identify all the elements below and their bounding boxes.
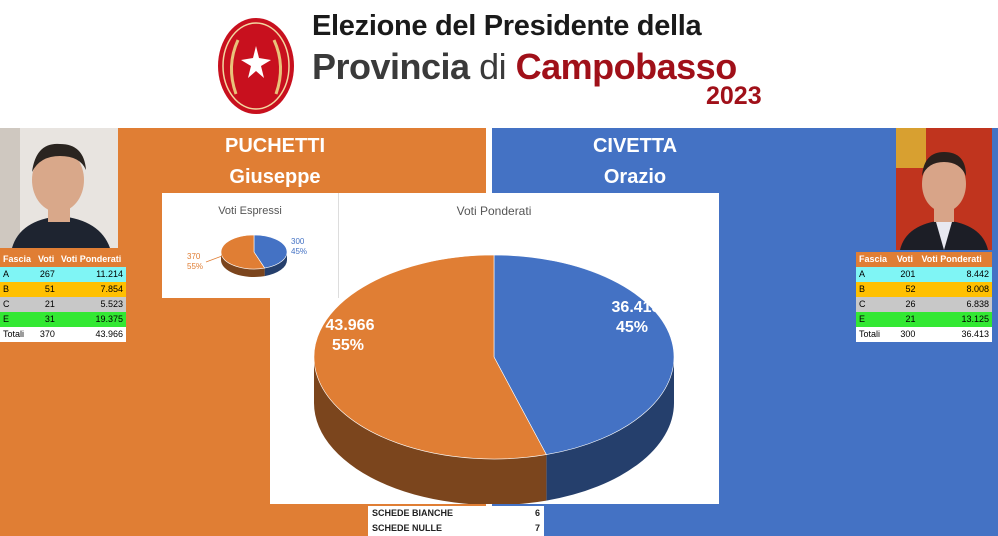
chart-voti-ponderati: Voti Ponderati 36.413 45% 43.966 55% (270, 193, 719, 506)
schede-label: SCHEDE NULLE (372, 523, 443, 533)
table-cell: A (0, 267, 35, 282)
chart-title: Voti Espressi (218, 205, 282, 217)
table-row: A 267 11.214 (0, 267, 126, 282)
table-cell: Totali (0, 327, 35, 342)
slice-label-percent-civetta: 45% (616, 319, 648, 336)
table-cell: 5.523 (57, 297, 126, 312)
candidate-left-firstname: Giuseppe (229, 166, 321, 188)
table-cell: 8.008 (918, 282, 992, 297)
title-campobasso: Campobasso (515, 46, 738, 87)
table-cell: 13.125 (918, 312, 992, 327)
pie-slice-civetta-side (264, 252, 287, 277)
table-cell: B (856, 282, 894, 297)
table-header: Voti Ponderati (918, 252, 992, 267)
pie-slice-civetta (253, 234, 288, 269)
table-cell: E (0, 312, 35, 327)
table-cell: C (856, 297, 894, 312)
title-line-1: Elezione del Presidente della (312, 10, 702, 42)
table-cell: A (856, 267, 894, 282)
table-cell: 8.442 (918, 267, 992, 282)
table-row: E 21 13.125 (856, 312, 992, 327)
table-cell: 43.966 (57, 327, 126, 342)
province-emblem-logo (218, 18, 294, 114)
leader-line-puchetti (205, 255, 223, 263)
header: Elezione del Presidente della Provincia … (0, 0, 998, 128)
table-header: Fascia (0, 252, 35, 267)
table-cell: Totali (856, 327, 894, 342)
candidate-right-firstname: Orazio (603, 166, 667, 188)
slice-label-percent-civetta: 45% (291, 247, 307, 256)
slice-label-percent-puchetti: 55% (332, 337, 364, 354)
table-cell: 21 (34, 297, 58, 312)
table-cell: 267 (34, 267, 58, 282)
slice-label-value-puchetti: 43.966 (326, 317, 375, 334)
schede-value: 7 (534, 523, 540, 533)
pie-slice-puchetti-side (314, 357, 547, 506)
table-row: B 51 7.854 (0, 282, 126, 297)
table-cell: 6.838 (918, 297, 992, 312)
title-year: 2023 (706, 82, 762, 110)
slice-label-value-puchetti: 370 (187, 252, 201, 261)
table-header: Voti (893, 252, 919, 267)
table-cell: 31 (34, 312, 58, 327)
table-header: Fascia (856, 252, 894, 267)
table-cell: 52 (893, 282, 919, 297)
table-cell: 370 (34, 327, 58, 342)
table-row-totals: Totali 300 36.413 (856, 327, 992, 342)
table-cell: 51 (34, 282, 58, 297)
table-row: B 52 8.008 (856, 282, 992, 297)
schede-value: 6 (534, 508, 540, 518)
table-cell: 36.413 (918, 327, 992, 342)
table-cell: 26 (893, 297, 919, 312)
pie-slice-puchetti-side (221, 252, 265, 277)
title-provincia: Provincia (312, 46, 470, 87)
table-cell: 201 (893, 267, 919, 282)
table-cell: 19.375 (57, 312, 126, 327)
table-cell: 300 (893, 327, 919, 342)
pie-slice-civetta-side (546, 357, 674, 501)
table-cell: E (856, 312, 894, 327)
table-header: Voti Ponderati (57, 252, 126, 267)
candidate-left-surname: PUCHETTI (225, 135, 325, 157)
table-row: A 201 8.442 (856, 267, 992, 282)
table-row-totals: Totali 370 43.966 (0, 327, 126, 342)
candidate-photo-puchetti (0, 128, 118, 248)
title-di: di (479, 46, 507, 87)
schede-label: SCHEDE BIANCHE (372, 508, 454, 518)
schede-box: SCHEDE BIANCHE 6 SCHEDE NULLE 7 (368, 506, 544, 536)
pie-slice-puchetti (313, 254, 547, 460)
schede-row-nulle: SCHEDE NULLE 7 (368, 521, 544, 536)
table-cell: C (0, 297, 35, 312)
chart-title: Voti Ponderati (457, 204, 532, 218)
chart-voti-espressi: Voti Espressi 300 45% 370 55% (162, 193, 339, 298)
pie-slice-puchetti (220, 234, 266, 270)
table-row: C 26 6.838 (856, 297, 992, 312)
candidate-photo-civetta (896, 128, 992, 250)
table-row: C 21 5.523 (0, 297, 126, 312)
schede-row-bianche: SCHEDE BIANCHE 6 (368, 506, 544, 521)
results-table-puchetti: Fascia Voti Voti Ponderati A 267 11.214 … (0, 252, 126, 342)
slice-label-value-civetta: 300 (291, 237, 305, 246)
slice-label-percent-puchetti: 55% (187, 262, 203, 271)
results-table-civetta: Fascia Voti Voti Ponderati A 201 8.442 B… (856, 252, 992, 342)
table-cell: 11.214 (57, 267, 126, 282)
candidate-right-surname: CIVETTA (592, 135, 678, 157)
table-cell: 7.854 (57, 282, 126, 297)
slice-label-value-civetta: 36.413 (612, 299, 661, 316)
table-header: Voti (34, 252, 58, 267)
table-cell: 21 (893, 312, 919, 327)
title-line-2: Provincia di Campobasso (312, 46, 737, 88)
table-cell: B (0, 282, 35, 297)
table-row: E 31 19.375 (0, 312, 126, 327)
pie-slice-civetta (493, 254, 675, 455)
